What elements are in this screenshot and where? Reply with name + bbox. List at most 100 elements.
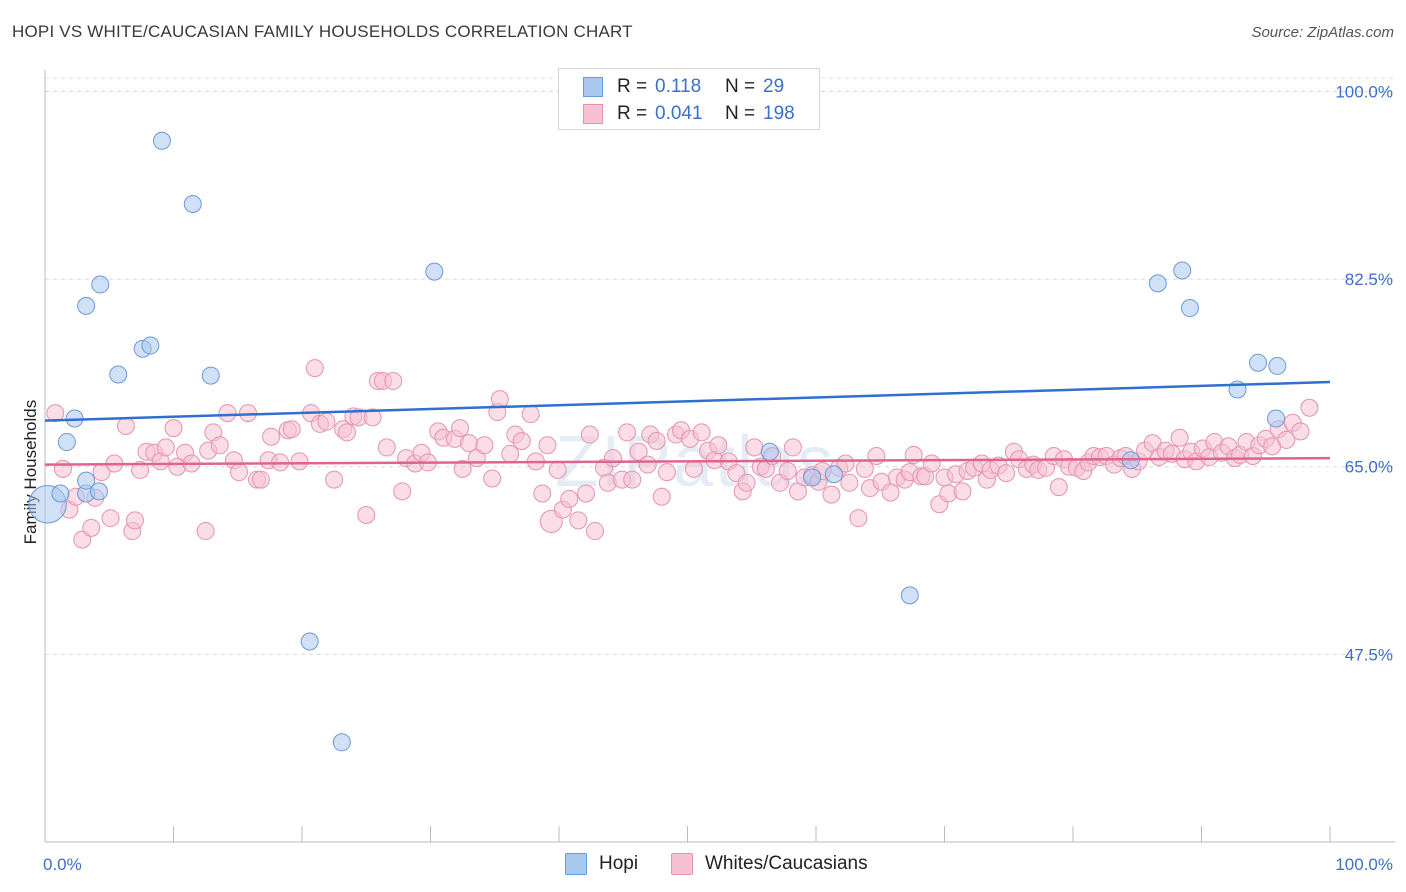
whites-point [164,419,183,438]
hopi-point [1249,353,1268,372]
y-axis-title: Family Households [21,400,40,545]
hopi-point [183,195,202,214]
whites-point [125,511,144,530]
hopi-point [425,262,444,281]
hopi-point [109,365,128,384]
y-tick-label: 47.5% [1345,645,1393,664]
whites-point [629,442,648,461]
whites-point [453,459,472,478]
whites-legend-swatch [671,853,693,875]
whites-point [533,484,552,503]
whites-point [393,482,412,501]
legend-item-whites[interactable]: Whites/Caucasians [671,850,868,878]
hopi-point [91,275,110,294]
whites-point [618,423,637,442]
whites-point [822,485,841,504]
whites-point [560,489,579,508]
whites-point [576,484,595,503]
n-label: N = [725,76,756,97]
r-label: R = [617,103,648,124]
whites-point [282,420,301,439]
whites-point [451,419,470,438]
whites-point [585,522,604,541]
hopi-trend-line [44,380,1331,422]
hopi-point [803,468,822,487]
whites-point [737,473,756,492]
whites-point [603,449,622,468]
whites-point [196,522,215,541]
r-value: 0.041 [655,103,703,124]
hopi-point [77,471,96,490]
n-label: N = [725,103,756,124]
whites-point [1049,478,1068,497]
whites-point [652,487,671,506]
whites-point [131,460,150,479]
whites-point [1300,398,1319,417]
whites-point [305,359,324,378]
hopi-point [57,433,76,452]
whites-point [849,509,868,528]
whites-point [377,438,396,457]
hopi-point [1173,261,1192,280]
whites-point [337,423,356,442]
whites-point [82,518,101,537]
r-label: R = [617,76,648,97]
whites-point [580,425,599,444]
whites-point [1170,428,1189,447]
whites-point [836,454,855,473]
whites-point [116,416,135,435]
n-value: 29 [763,76,785,97]
chart-title: HOPI VS WHITE/CAUCASIAN FAMILY HOUSEHOLD… [12,22,633,41]
whites-point [251,470,270,489]
stats-row-whites: R = 0.041 N = 198 [583,102,795,126]
hopi-point [51,484,70,503]
whites-point [460,434,479,453]
whites-point [684,459,703,478]
whites-point [512,431,531,450]
n-value: 198 [763,103,795,124]
whites-point [325,470,344,489]
whites-point [101,509,120,528]
hopi-legend-swatch [565,853,587,875]
legend-label: Whites/Caucasians [705,853,868,874]
whites-point [475,436,494,455]
whites-point [210,436,229,455]
stats-legend: R = 0.118 N = 29 R = 0.041 N = 198 [558,68,820,130]
hopi-point [1148,274,1167,293]
legend-item-hopi[interactable]: Hopi [565,850,638,878]
whites-point [357,505,376,524]
whites-point [262,427,281,446]
whites-point [745,438,764,457]
whites-point [657,463,676,482]
whites-point [521,405,540,424]
whites-point [709,436,728,455]
chart-source: Source: ZipAtlas.com [1251,24,1394,41]
whites-point [922,454,941,473]
whites-point [783,438,802,457]
whites-point [1277,430,1296,449]
hopi-point [201,366,220,385]
whites-point [538,436,557,455]
hopi-point [300,632,319,651]
whites-point [638,455,657,474]
whites-swatch [583,104,603,124]
hopi-point [89,482,108,501]
hopi-point [1180,299,1199,318]
whites-point [569,511,588,530]
whites-point [1291,422,1310,441]
whites-point [548,460,567,479]
x-tick-label: 100.0% [1335,855,1393,874]
whites-point [483,469,502,488]
whites-point [53,459,72,478]
whites-point [384,371,403,390]
whites-point [623,470,642,489]
hopi-point [760,442,779,461]
hopi-point [1268,356,1287,375]
y-tick-label: 100.0% [1335,82,1393,101]
whites-point [490,390,509,409]
whites-trend-line [44,456,1331,466]
whites-point [692,423,711,442]
whites-point [218,404,237,423]
y-tick-label: 82.5% [1345,270,1393,289]
hopi-point [77,296,96,315]
